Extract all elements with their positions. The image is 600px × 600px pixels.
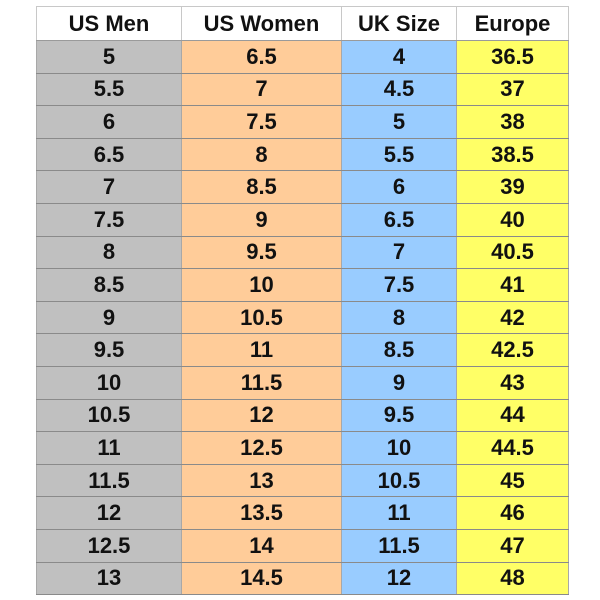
cell-europe: 44.5 bbox=[456, 431, 569, 465]
cell-us-women: 14.5 bbox=[181, 561, 342, 596]
header-row: US Men US Women UK Size Europe bbox=[36, 6, 569, 41]
header-europe: Europe bbox=[456, 6, 569, 41]
cell-uk-size: 9.5 bbox=[341, 398, 457, 433]
cell-uk-size: 11.5 bbox=[341, 528, 457, 563]
table-row: 8.5 10 7.5 41 bbox=[36, 268, 569, 302]
cell-us-women: 9.5 bbox=[181, 235, 342, 270]
cell-uk-size: 5.5 bbox=[341, 137, 457, 172]
table-row: 11.5 13 10.5 45 bbox=[36, 463, 569, 498]
cell-europe: 46 bbox=[456, 496, 569, 530]
cell-us-women: 13 bbox=[181, 463, 342, 498]
cell-us-men: 11.5 bbox=[36, 463, 182, 498]
table-row: 13 14.5 12 48 bbox=[36, 561, 569, 596]
cell-uk-size: 10.5 bbox=[341, 463, 457, 498]
cell-uk-size: 4.5 bbox=[341, 72, 457, 107]
cell-us-women: 10 bbox=[181, 268, 342, 302]
cell-us-women: 8.5 bbox=[181, 170, 342, 204]
cell-europe: 39 bbox=[456, 170, 569, 204]
cell-uk-size: 6 bbox=[341, 170, 457, 204]
cell-us-men: 12.5 bbox=[36, 528, 182, 563]
header-us-men: US Men bbox=[36, 6, 182, 41]
table-body: 5 6.5 4 36.5 5.5 7 4.5 37 6 7.5 5 38 6.5 8 5.5 38.5 7 8.5… bbox=[36, 40, 569, 596]
cell-europe: 42.5 bbox=[456, 333, 569, 367]
cell-europe: 38 bbox=[456, 105, 569, 139]
cell-uk-size: 7.5 bbox=[341, 268, 457, 302]
cell-europe: 38.5 bbox=[456, 137, 569, 172]
cell-europe: 40.5 bbox=[456, 235, 569, 270]
cell-us-men: 11 bbox=[36, 431, 182, 465]
table-row: 6 7.5 5 38 bbox=[36, 105, 569, 139]
table-row: 11 12.5 10 44.5 bbox=[36, 431, 569, 465]
table-row: 5 6.5 4 36.5 bbox=[36, 40, 569, 74]
table-row: 10.5 12 9.5 44 bbox=[36, 398, 569, 433]
cell-us-men: 7.5 bbox=[36, 202, 182, 237]
cell-uk-size: 11 bbox=[341, 496, 457, 530]
cell-europe: 44 bbox=[456, 398, 569, 433]
cell-europe: 47 bbox=[456, 528, 569, 563]
cell-uk-size: 12 bbox=[341, 561, 457, 596]
table-row: 7.5 9 6.5 40 bbox=[36, 202, 569, 237]
cell-us-women: 6.5 bbox=[181, 40, 342, 74]
cell-us-men: 8.5 bbox=[36, 268, 182, 302]
table-row: 12.5 14 11.5 47 bbox=[36, 528, 569, 563]
cell-us-men: 5 bbox=[36, 40, 182, 74]
table-row: 10 11.5 9 43 bbox=[36, 365, 569, 400]
table-row: 8 9.5 7 40.5 bbox=[36, 235, 569, 270]
cell-us-men: 10.5 bbox=[36, 398, 182, 433]
cell-us-men: 9 bbox=[36, 300, 182, 335]
cell-us-women: 12.5 bbox=[181, 431, 342, 465]
cell-us-women: 8 bbox=[181, 137, 342, 172]
cell-us-women: 10.5 bbox=[181, 300, 342, 335]
table-row: 9.5 11 8.5 42.5 bbox=[36, 333, 569, 367]
cell-us-men: 10 bbox=[36, 365, 182, 400]
cell-europe: 40 bbox=[456, 202, 569, 237]
table-row: 12 13.5 11 46 bbox=[36, 496, 569, 530]
cell-europe: 36.5 bbox=[456, 40, 569, 74]
cell-us-men: 12 bbox=[36, 496, 182, 530]
cell-uk-size: 4 bbox=[341, 40, 457, 74]
table-row: 6.5 8 5.5 38.5 bbox=[36, 137, 569, 172]
cell-uk-size: 5 bbox=[341, 105, 457, 139]
cell-europe: 41 bbox=[456, 268, 569, 302]
size-chart: US Men US Women UK Size Europe 5 6.5 4 36.5… bbox=[36, 6, 569, 596]
cell-uk-size: 7 bbox=[341, 235, 457, 270]
cell-uk-size: 9 bbox=[341, 365, 457, 400]
cell-us-men: 13 bbox=[36, 561, 182, 596]
header-uk-size: UK Size bbox=[341, 6, 457, 41]
cell-us-women: 7.5 bbox=[181, 105, 342, 139]
cell-europe: 42 bbox=[456, 300, 569, 335]
cell-us-women: 7 bbox=[181, 72, 342, 107]
cell-us-women: 9 bbox=[181, 202, 342, 237]
cell-us-women: 11.5 bbox=[181, 365, 342, 400]
cell-us-women: 14 bbox=[181, 528, 342, 563]
header-us-women: US Women bbox=[181, 6, 342, 41]
cell-us-men: 6.5 bbox=[36, 137, 182, 172]
cell-us-men: 8 bbox=[36, 235, 182, 270]
cell-us-women: 11 bbox=[181, 333, 342, 367]
cell-us-women: 13.5 bbox=[181, 496, 342, 530]
cell-us-men: 6 bbox=[36, 105, 182, 139]
cell-uk-size: 8.5 bbox=[341, 333, 457, 367]
cell-us-men: 7 bbox=[36, 170, 182, 204]
table-row: 9 10.5 8 42 bbox=[36, 300, 569, 335]
table-row: 5.5 7 4.5 37 bbox=[36, 72, 569, 107]
cell-europe: 37 bbox=[456, 72, 569, 107]
shoe-size-conversion-table: US Men US Women UK Size Europe 5 6.5 4 36.5… bbox=[36, 6, 569, 596]
cell-europe: 43 bbox=[456, 365, 569, 400]
cell-us-women: 12 bbox=[181, 398, 342, 433]
table-row: 7 8.5 6 39 bbox=[36, 170, 569, 204]
cell-us-men: 5.5 bbox=[36, 72, 182, 107]
cell-uk-size: 6.5 bbox=[341, 202, 457, 237]
cell-uk-size: 10 bbox=[341, 431, 457, 465]
cell-europe: 45 bbox=[456, 463, 569, 498]
cell-us-men: 9.5 bbox=[36, 333, 182, 367]
cell-europe: 48 bbox=[456, 561, 569, 596]
cell-uk-size: 8 bbox=[341, 300, 457, 335]
